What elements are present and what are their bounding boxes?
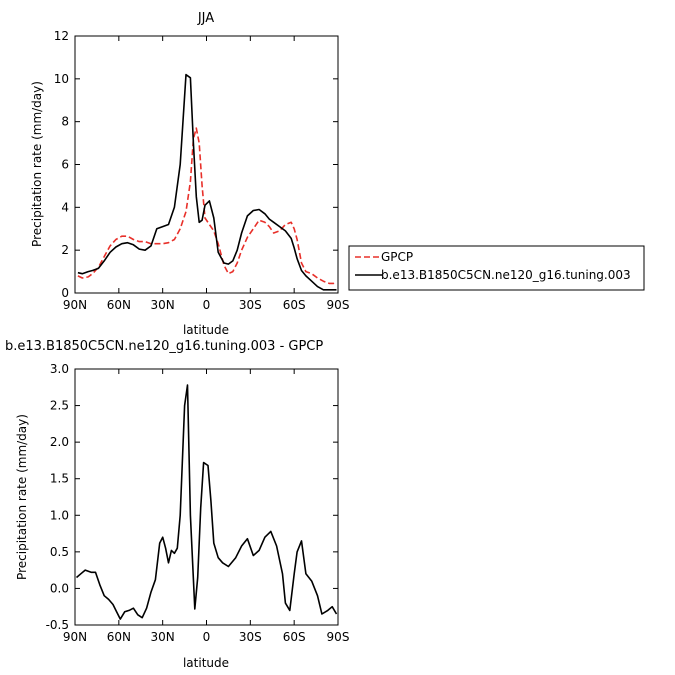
bottom-y-tick-label: 0.5 (50, 545, 69, 559)
bottom-x-tick-label: 30S (239, 630, 262, 644)
bottom-x-tick-label: 60S (283, 630, 306, 644)
top-series-line-1 (77, 73, 337, 291)
top-x-tick-label: 60S (283, 298, 306, 312)
bottom-chart-title: b.e13.B1850C5CN.ne120_g16.tuning.003 - G… (5, 339, 323, 354)
top-series-group (77, 73, 337, 291)
top-y-axis-title: Precipitation rate (mm/day) (30, 81, 44, 247)
bottom-y-tick-label: 1.0 (50, 508, 69, 522)
bottom-x-tick-label: 60N (107, 630, 131, 644)
top-x-tick-label: 90S (327, 298, 350, 312)
bottom-x-tick-label: 30N (151, 630, 175, 644)
bottom-y-tick-label: 1.5 (50, 472, 69, 486)
top-plot-frame (74, 35, 339, 294)
top-x-tick-label: 30S (239, 298, 262, 312)
legend-label-gpcp: GPCP (381, 250, 413, 264)
bottom-y-tick-label: 2.0 (50, 435, 69, 449)
bottom-series-line-0 (75, 384, 338, 620)
top-x-tick-label: 90N (63, 298, 87, 312)
top-x-axis-title: latitude (183, 323, 229, 337)
bottom-y-tick-label: 2.5 (50, 399, 69, 413)
bottom-chart-panel: b.e13.B1850C5CN.ne120_g16.tuning.003 - G… (5, 339, 349, 670)
bottom-y-tick-label: 0.0 (50, 581, 69, 595)
top-y-tick-label: 0 (61, 286, 69, 300)
bottom-y-tick-label: -0.5 (46, 618, 69, 632)
top-y-tick-label: 10 (54, 72, 69, 86)
top-x-tick-label: 0 (203, 298, 211, 312)
top-axis-ticks: 90N 60N 30N 0 30S 60S 90S 0 2 4 6 8 10 12 (54, 29, 350, 312)
bottom-y-axis-title: Precipitation rate (mm/day) (15, 414, 29, 580)
top-y-tick-label: 4 (61, 200, 69, 214)
bottom-x-axis-title: latitude (183, 656, 229, 670)
top-x-tick-label: 30N (151, 298, 175, 312)
top-series-line-0 (77, 127, 337, 285)
top-y-tick-label: 12 (54, 29, 69, 43)
bottom-x-tick-label: 90S (327, 630, 350, 644)
top-y-tick-label: 6 (61, 158, 69, 172)
top-y-tick-label: 8 (61, 115, 69, 129)
bottom-x-tick-label: 90N (63, 630, 87, 644)
bottom-x-tick-label: 0 (203, 630, 211, 644)
legend: GPCP b.e13.B1850C5CN.ne120_g16.tuning.00… (348, 245, 645, 291)
bottom-series-group (75, 384, 338, 620)
bottom-plot-frame (74, 368, 339, 626)
top-x-tick-label: 60N (107, 298, 131, 312)
bottom-axis-ticks: 90N 60N 30N 0 30S 60S 90S -0.5 0.0 0.5 1.0 1.5 2.0 2.… (46, 362, 350, 644)
top-chart-title: JJA (197, 11, 214, 26)
legend-label-model: b.e13.B1850C5CN.ne120_g16.tuning.003 (381, 268, 631, 282)
top-chart-panel: JJA Precipitation rate (mm/day) latitude… (30, 11, 349, 337)
legend-box (348, 245, 645, 291)
bottom-y-tick-label: 3.0 (50, 362, 69, 376)
top-y-tick-label: 2 (61, 243, 69, 257)
